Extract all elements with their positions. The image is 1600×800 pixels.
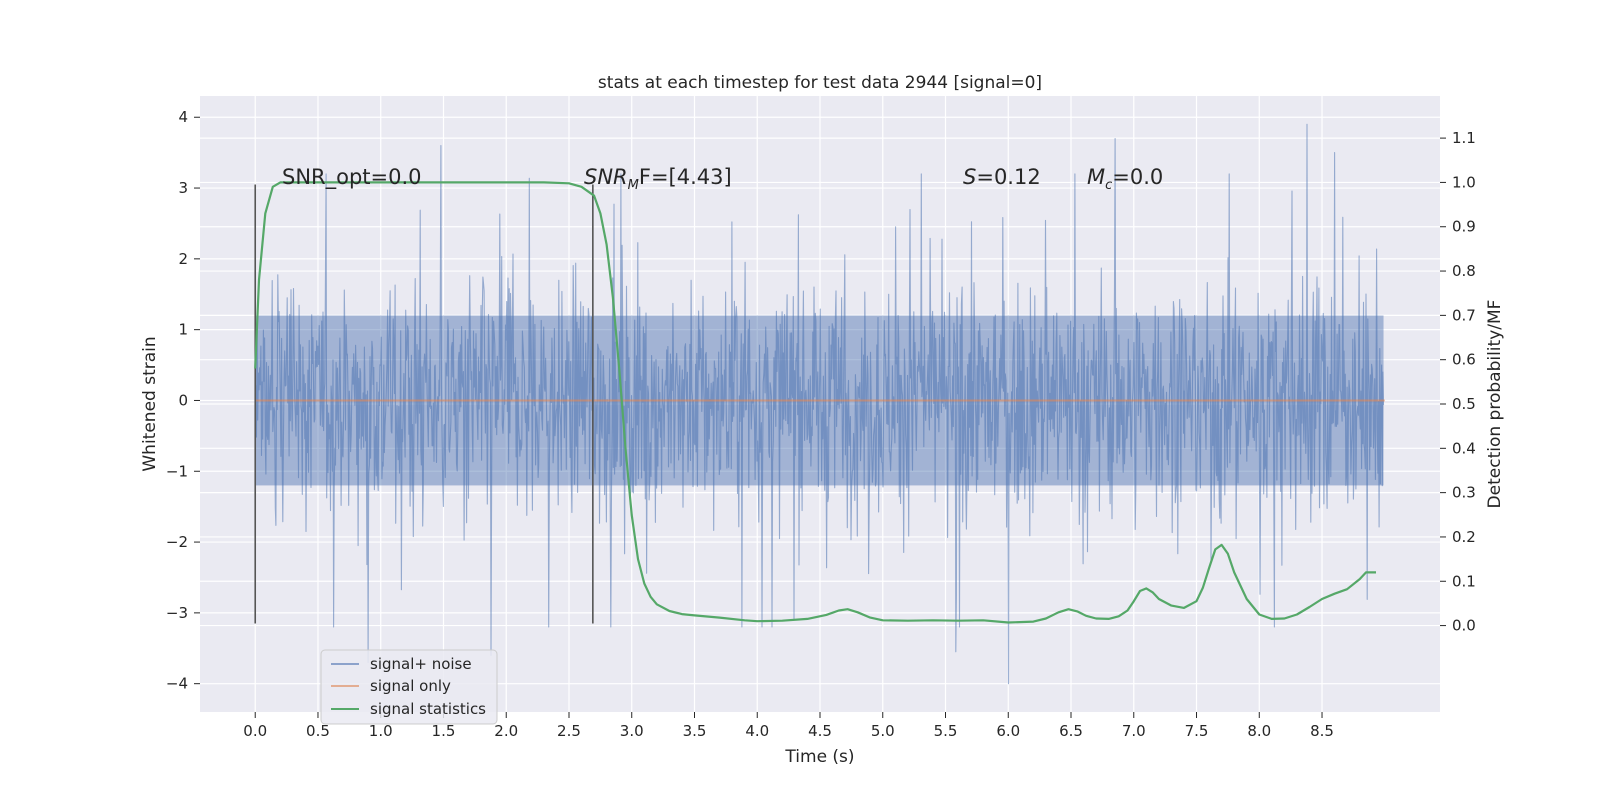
x-tick-label: 4.5 <box>808 722 832 740</box>
x-tick-label: 7.0 <box>1122 722 1146 740</box>
y-axis-label: Whitened strain <box>140 336 160 471</box>
y2-tick-label: 0.2 <box>1452 528 1476 546</box>
x-tick-label: 6.0 <box>996 722 1020 740</box>
x-tick-label: 5.5 <box>934 722 958 740</box>
y-tick-label: −1 <box>166 462 188 480</box>
stats-series-layer <box>254 181 1376 624</box>
y2-axis-label: Detection probability/MF <box>1485 300 1505 509</box>
noise-series-line <box>254 123 1385 685</box>
annotation-s: S=0.12 <box>963 165 1041 189</box>
y2-tick-label: 0.1 <box>1452 572 1476 590</box>
y2-tick-label: 0.6 <box>1452 351 1476 369</box>
x-tick-label: 0.0 <box>243 722 267 740</box>
y2-tick-label: 0.0 <box>1452 617 1476 635</box>
x-tick-label: 1.0 <box>369 722 393 740</box>
legend-box <box>320 649 498 725</box>
vertical-markers <box>254 184 594 624</box>
x-tick-label: 2.5 <box>557 722 581 740</box>
x-tick-label: 5.0 <box>871 722 895 740</box>
annotation-mc: Mc=0.0 <box>1087 165 1163 193</box>
annotation-snr-mf: SNRMF=[4.43] <box>584 165 732 193</box>
x-axis-label: Time (s) <box>784 747 854 767</box>
x-tick-label: 3.5 <box>683 722 707 740</box>
y2-tick-label: 0.3 <box>1452 484 1476 502</box>
x-tick-label: 3.0 <box>620 722 644 740</box>
legend-label-stats: signal statistics <box>370 700 486 718</box>
x-tick-label: 2.0 <box>494 722 518 740</box>
x-tick-label: 6.5 <box>1059 722 1083 740</box>
legend-label-signal: signal only <box>370 677 451 695</box>
annotations: SNR_opt=0.0 SNRMF=[4.43] S=0.12 Mc=0.0 <box>282 165 1163 193</box>
y2-tick-label: 0.5 <box>1452 395 1476 413</box>
y2-tick-label: 1.0 <box>1452 173 1476 191</box>
x-tick-label: 8.5 <box>1310 722 1334 740</box>
y2-tick-label: 0.8 <box>1452 262 1476 280</box>
signal-statistics-line <box>254 181 1376 624</box>
annotation-snr-opt: SNR_opt=0.0 <box>282 165 422 190</box>
x-tick-label: 1.5 <box>432 722 456 740</box>
y-tick-label: 1 <box>178 321 188 339</box>
x-tick-label: 0.5 <box>306 722 330 740</box>
y2-tick-label: 1.1 <box>1452 129 1476 147</box>
y-tick-label: −3 <box>166 604 188 622</box>
y2-tick-label: 0.9 <box>1452 218 1476 236</box>
y-tick-label: 0 <box>178 391 188 409</box>
y-tick-label: 2 <box>178 250 188 268</box>
x-tick-label: 4.0 <box>745 722 769 740</box>
y-tick-label: 3 <box>178 179 188 197</box>
y-tick-label: 4 <box>178 108 188 126</box>
chart-title: stats at each timestep for test data 294… <box>598 73 1042 93</box>
legend-label-noise: signal+ noise <box>370 655 472 673</box>
y2-tick-label: 0.4 <box>1452 439 1476 457</box>
y-tick-label: −4 <box>166 675 188 693</box>
legend: signal+ noise signal only signal statist… <box>320 649 498 725</box>
x-tick-label: 7.5 <box>1185 722 1209 740</box>
axis-ticks: 0.0 0.5 1.0 1.5 2.0 2.5 3.0 3.5 4.0 4.5 5.0 5.5 6.0 6… <box>166 108 1476 740</box>
y-tick-label: −2 <box>166 533 188 551</box>
y2-tick-label: 0.7 <box>1452 306 1476 324</box>
x-tick-label: 8.0 <box>1247 722 1271 740</box>
